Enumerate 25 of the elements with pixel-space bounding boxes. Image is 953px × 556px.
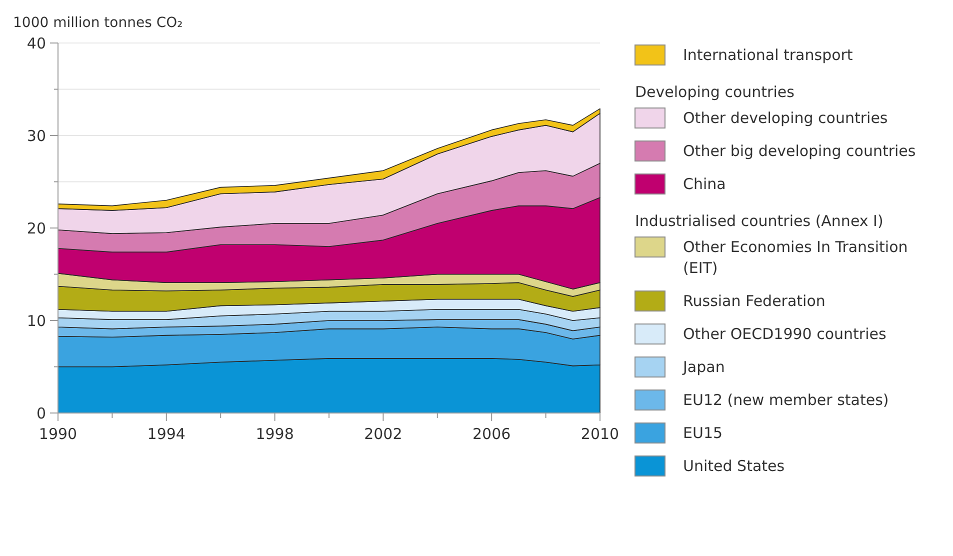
y-axis-title: 1000 million tonnes CO₂ [13, 15, 183, 31]
x-tick-label: 2002 [364, 425, 402, 443]
x-tick-label: 2006 [472, 425, 511, 443]
legend-label: Russian Federation [683, 292, 826, 310]
y-tick-label: 40 [26, 34, 46, 52]
y-tick-label: 0 [36, 404, 46, 422]
legend-label: EU12 (new member states) [683, 391, 889, 409]
legend-label: United States [683, 457, 785, 475]
legend-label: Japan [682, 358, 725, 376]
text: Developing countries [635, 83, 795, 101]
y-tick-label: 10 [26, 312, 46, 330]
legend-label: Other big developing countries [683, 142, 916, 160]
legend-label: Other Economies In Transition (EIT) [683, 238, 908, 277]
x-tick-label: 2010 [580, 425, 620, 443]
x-tick-label: 1994 [147, 425, 186, 443]
legend-label: Other OECD1990 countries [683, 325, 886, 343]
x-tick-label: 1990 [38, 425, 78, 443]
legend-label: EU15 [683, 424, 723, 442]
text: Industrialised countries (Annex I) [635, 212, 884, 230]
legend-label: China [683, 175, 726, 193]
y-tick-label: 20 [26, 219, 46, 238]
y-tick-label: 30 [26, 126, 46, 145]
x-tick-label: 1998 [256, 425, 294, 443]
legend-label: International transport [683, 46, 853, 64]
legend-label: Other developing countries [683, 109, 888, 127]
